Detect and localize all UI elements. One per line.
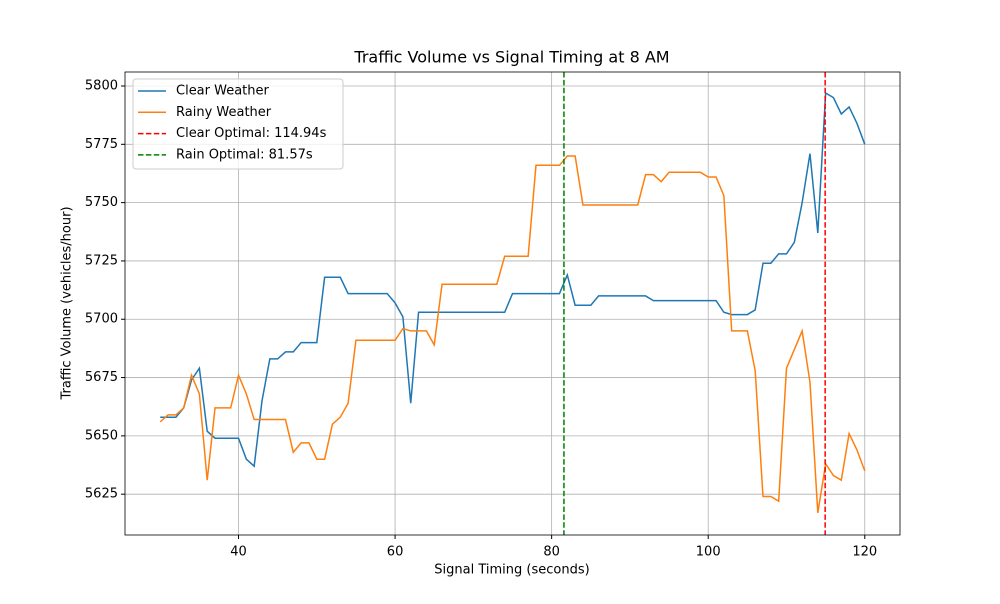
y-tick-label: 5650 bbox=[85, 428, 118, 443]
x-tick-label: 60 bbox=[387, 545, 404, 560]
legend-label: Clear Weather bbox=[176, 84, 270, 99]
x-axis-label: Signal Timing (seconds) bbox=[434, 563, 589, 578]
x-tick-label: 40 bbox=[230, 545, 247, 560]
y-tick-label: 5700 bbox=[85, 312, 118, 327]
legend-label: Rain Optimal: 81.57s bbox=[176, 147, 313, 162]
x-tick-label: 120 bbox=[852, 545, 877, 560]
legend-box bbox=[132, 78, 344, 170]
legend: Clear Weather Rainy Weather Clear Optimal:… bbox=[132, 78, 344, 170]
legend-label: Clear Optimal: 114.94s bbox=[176, 126, 327, 141]
y-tick-label: 5675 bbox=[85, 370, 118, 385]
y-tick-label: 5775 bbox=[85, 137, 118, 152]
y-tick-label: 5625 bbox=[85, 487, 118, 502]
y-axis-label: Traffic Volume (vehicles/hour) bbox=[60, 206, 75, 400]
y-tick-label: 5750 bbox=[85, 195, 118, 210]
y-tick-label: 5800 bbox=[85, 78, 118, 93]
series-line bbox=[160, 91, 866, 468]
chart-title: Traffic Volume vs Signal Timing at 8 AM bbox=[353, 48, 669, 67]
plot-frame bbox=[124, 71, 901, 536]
x-tick-label: 100 bbox=[696, 545, 721, 560]
x-tick-label: 80 bbox=[543, 545, 560, 560]
series-line bbox=[159, 155, 866, 513]
legend-label: Rainy Weather bbox=[176, 105, 272, 120]
y-tick-label: 5725 bbox=[85, 253, 118, 268]
